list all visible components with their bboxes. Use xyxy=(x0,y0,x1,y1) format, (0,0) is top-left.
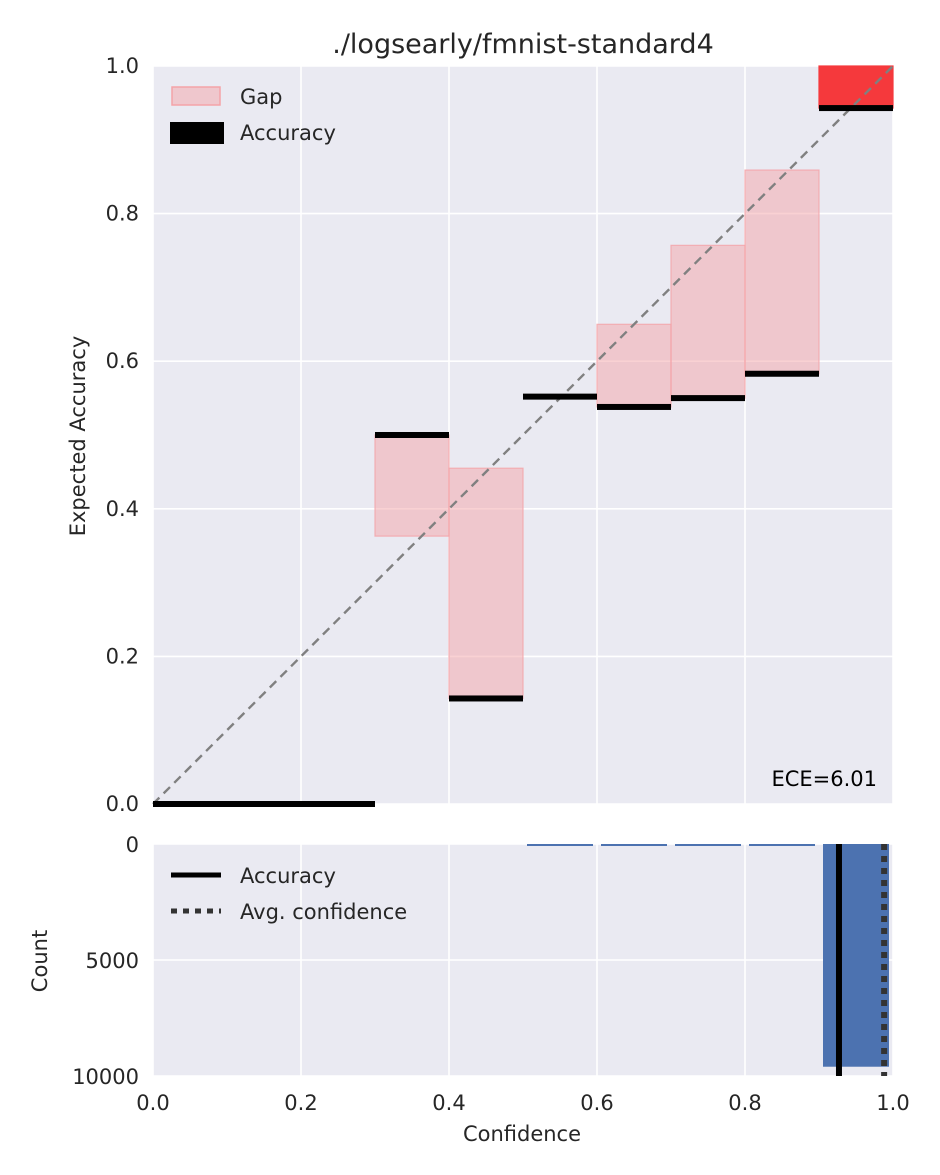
accuracy-bar xyxy=(227,801,301,807)
gap-bar xyxy=(448,467,524,700)
accuracy-bar xyxy=(375,432,449,438)
accuracy-bar xyxy=(153,801,227,807)
histogram-legend: Accuracy Avg. confidence xyxy=(171,864,407,924)
reliability-y-tick-labels: 0.0 0.2 0.4 0.6 0.8 1.0 xyxy=(106,54,139,816)
y-tick-label: 0.8 xyxy=(106,202,139,226)
y-tick-label: 0.6 xyxy=(106,349,139,373)
histogram-bar xyxy=(823,844,889,1067)
reliability-diagram: 0.0 0.2 0.4 0.6 0.8 1.0 ./logsearly/fmnist-st… xyxy=(66,29,894,816)
y-tick-label: 10000 xyxy=(72,1065,139,1089)
legend-gap-swatch xyxy=(171,86,221,106)
y-axis-label: Expected Accuracy xyxy=(66,336,90,537)
chart-title: ./logsearly/fmnist-standard4 xyxy=(332,29,714,60)
gap-bars xyxy=(374,65,894,700)
y-tick-label: 1.0 xyxy=(106,54,139,78)
x-tick-label: 0.2 xyxy=(284,1091,317,1115)
histogram-bar xyxy=(601,844,667,846)
accuracy-bar xyxy=(745,370,819,377)
y-tick-label: 0 xyxy=(126,833,139,857)
confidence-histogram: 0.0 0.2 0.4 0.6 0.8 1.0 0 5000 10000 Confidence… xyxy=(28,833,910,1146)
accuracy-bars xyxy=(153,105,893,807)
y-tick-label: 0.4 xyxy=(106,497,139,521)
legend-avg-confidence-label: Avg. confidence xyxy=(240,900,407,924)
ece-annotation: ECE=6.01 xyxy=(771,767,877,791)
reliability-legend: Gap Accuracy xyxy=(170,85,336,145)
perfect-calibration-diagonal xyxy=(152,65,894,805)
gap-bar xyxy=(374,434,450,537)
accuracy-bar xyxy=(301,801,375,807)
histogram-grid xyxy=(152,843,894,1077)
histogram-bar xyxy=(749,844,815,846)
y-tick-label: 0.2 xyxy=(106,644,139,668)
histogram-y-tick-labels: 0 5000 10000 xyxy=(72,833,139,1089)
gap-bar xyxy=(670,244,746,399)
accuracy-bar xyxy=(671,395,745,402)
histogram-bar xyxy=(675,844,741,846)
x-axis-label: Confidence xyxy=(463,1122,581,1146)
legend-accuracy-label: Accuracy xyxy=(240,121,336,145)
legend-accuracy-label: Accuracy xyxy=(240,864,336,888)
x-tick-label: 1.0 xyxy=(876,1091,909,1115)
x-tick-label: 0.8 xyxy=(728,1091,761,1115)
x-tick-label: 0.4 xyxy=(432,1091,465,1115)
accuracy-bar xyxy=(523,393,597,400)
accuracy-bar xyxy=(449,695,523,702)
histogram-bars xyxy=(527,844,889,1067)
y-tick-label: 5000 xyxy=(86,949,139,973)
histogram-x-tick-labels: 0.0 0.2 0.4 0.6 0.8 1.0 xyxy=(136,1091,909,1115)
histogram-bar xyxy=(527,844,593,846)
accuracy-bar xyxy=(597,403,671,410)
legend-accuracy-swatch xyxy=(170,122,224,144)
count-axis-label: Count xyxy=(28,930,52,992)
y-tick-label: 0.0 xyxy=(106,792,139,816)
gap-bar xyxy=(596,323,672,408)
x-tick-label: 0.6 xyxy=(580,1091,613,1115)
accuracy-bar xyxy=(819,105,893,112)
gap-bar xyxy=(744,169,820,375)
x-tick-label: 0.0 xyxy=(136,1091,169,1115)
legend-gap-label: Gap xyxy=(240,85,282,109)
